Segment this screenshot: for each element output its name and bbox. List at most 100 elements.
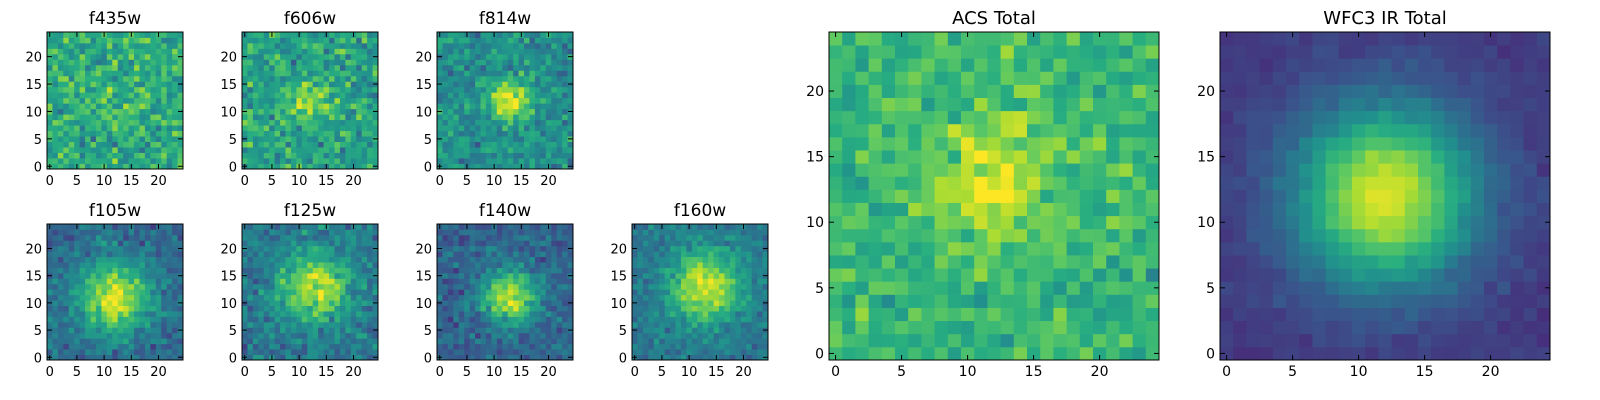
heatmap-cell [961,202,975,217]
heatmap-cell [751,245,758,252]
heatmap-cell [518,294,525,301]
heatmap-cell [921,333,935,348]
heatmap-cell [177,103,184,110]
heatmap-cell [719,300,725,306]
heatmap-cell [447,294,454,301]
heatmap-cell [361,59,368,66]
heatmap-cell [518,158,525,164]
heatmap-cell [258,256,265,263]
heatmap-cell [318,59,324,66]
heatmap-cell [367,245,373,252]
heatmap-cell [161,262,168,268]
heatmap-cell [95,108,102,115]
heatmap-cell [735,338,742,345]
heatmap-cell [735,272,742,279]
heatmap-cell [702,343,709,350]
heatmap-cell [307,354,314,361]
heatmap-cell [708,349,714,355]
y-tick-label: 15 [25,78,42,93]
heatmap-cell [307,53,314,60]
heatmap-cell [367,114,373,121]
heatmap-cell [74,240,81,247]
heatmap-cell [280,234,286,241]
heatmap-cell [329,262,335,268]
heatmap-cell [437,119,443,126]
heatmap-cell [356,294,363,301]
heatmap-cell [702,251,709,258]
heatmap-cell [697,332,704,339]
heatmap-cell [921,150,935,164]
heatmap-cell [280,103,286,110]
heatmap-cell [1027,215,1041,230]
heatmap-cell [664,224,671,230]
heatmap-cell [469,108,476,115]
heatmap-cell [128,125,135,132]
heatmap-cell [1053,163,1067,177]
heatmap-cell [729,245,736,252]
heatmap-cell [90,158,97,164]
heatmap-cell [296,311,303,317]
heatmap-cell [57,272,64,279]
heatmap-cell [285,53,292,60]
heatmap-cell [101,278,108,285]
heatmap-cell [252,42,259,49]
heatmap-cell [453,86,460,93]
heatmap-cell [485,108,492,115]
heatmap-cell [339,108,346,115]
heatmap-cell [556,136,563,142]
heatmap-cell [648,349,655,355]
heatmap-cell [74,245,81,252]
heatmap-cell [128,108,135,115]
heatmap-cell [247,108,254,115]
heatmap-cell [139,64,146,71]
heatmap-cell [567,240,574,247]
heatmap-cell [702,300,709,306]
heatmap-cell [350,327,357,334]
heatmap-cell [312,42,319,49]
heatmap-cell [469,158,476,164]
heatmap-cell [63,224,70,230]
heatmap-cell [534,224,541,230]
heatmap-cell [85,103,91,110]
heatmap-cell [534,75,541,82]
heatmap-cell [263,283,270,290]
heatmap-cell [280,305,286,312]
heatmap-cell [367,59,373,66]
heatmap-cell [469,97,476,104]
heatmap-cell [480,92,487,99]
heatmap-cell [762,283,769,290]
heatmap-cell [642,343,649,350]
heatmap-cell [947,320,962,335]
heatmap-cell [329,300,335,306]
heatmap-cell [653,289,660,296]
heatmap-cell [106,234,113,241]
heatmap-cell [106,294,113,301]
heatmap-cell [524,305,530,312]
heatmap-cell [307,158,314,164]
heatmap-cell [740,327,747,334]
heatmap-cell [166,86,173,93]
heatmap-cell [123,234,129,241]
heatmap-cell [551,234,558,241]
heatmap-cell [518,321,525,328]
heatmap-cell [934,268,949,282]
heatmap-cell [339,332,346,339]
heatmap-cell [258,37,265,44]
heatmap-cell [150,92,157,99]
heatmap-cell [659,300,666,306]
heatmap-cell [161,37,168,44]
heatmap-cell [485,141,492,148]
heatmap-cell [85,278,91,285]
heatmap-cell [161,251,168,258]
heatmap-cell [442,37,449,44]
heatmap-cell [79,224,86,230]
heatmap-cell [648,316,655,323]
heatmap-cell [290,267,297,274]
heatmap-cell [123,332,129,339]
heatmap-cell [458,32,465,38]
heatmap-cell [491,321,498,328]
heatmap-cell [312,81,319,88]
heatmap-cell [117,147,124,153]
heatmap-cell [263,332,270,339]
heatmap-cell [921,215,935,230]
